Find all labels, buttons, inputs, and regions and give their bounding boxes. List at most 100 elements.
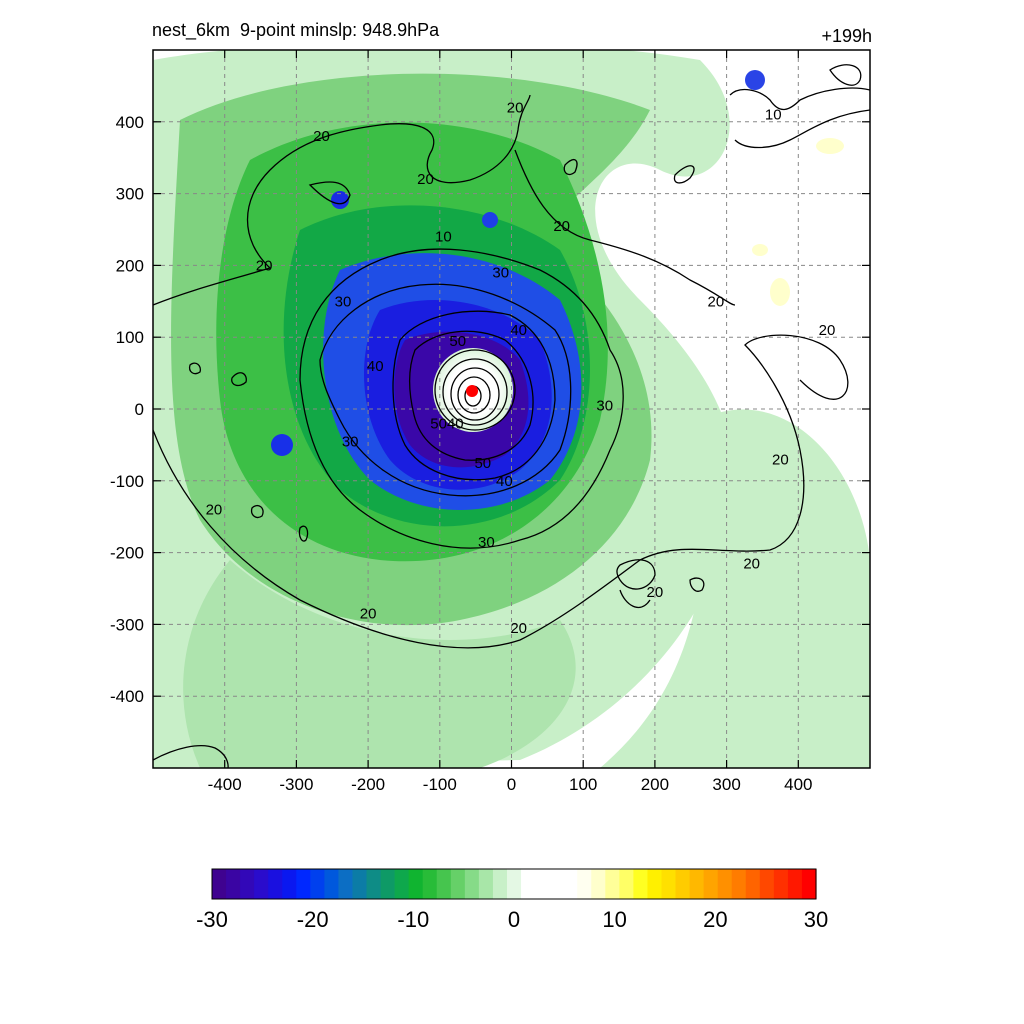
contour-label: 20 [360,606,377,623]
contour-label: 30 [492,265,509,282]
colorbar-swatch [408,869,424,899]
contour-label-text: 20 [772,451,789,468]
contour-label-text: 10 [765,107,782,124]
storm-center-marker [466,385,479,398]
colorbar-swatch [591,869,606,899]
colorbar-tick-label: -20 [297,907,329,932]
contour-label-text: 5040 [430,415,463,432]
contour-label: 30 [342,433,359,450]
contour-label: 20 [647,584,664,601]
colorbar-swatch [675,869,691,899]
colorbar-tick-label: -10 [397,907,429,932]
colorbar-tick-label: 30 [804,907,828,932]
colorbar-swatch [492,869,508,899]
contour-label-text: 20 [743,555,760,572]
colorbar-swatch [254,869,269,899]
contour-label: 20 [819,322,836,339]
colorbar-swatch [450,869,466,899]
contour-lines [153,64,870,768]
colorbar-swatch [605,869,620,899]
contour-label-text: 20 [507,99,524,116]
contour-label: 20 [743,555,760,572]
colorbar-swatch [689,869,705,899]
contour-label-text: 20 [256,257,273,274]
y-tick-label: -300 [110,615,144,634]
contour-label: 30 [335,293,352,310]
contour-label-text: 20 [647,584,664,601]
colorbar-swatch [577,869,592,899]
contour-label: 5040 [430,415,463,432]
contour-labels: 2020202010201020203030504040303050405040… [206,99,836,637]
y-tick-label: -100 [110,472,144,491]
contour-label: 20 [206,502,223,519]
contour-label: 20 [256,257,273,274]
x-tick-label: 100 [569,775,597,794]
colorbar-swatch [282,869,297,899]
contour-label-text: 40 [510,322,527,339]
contour-label-text: 20 [819,322,836,339]
colorbar-swatch [759,869,775,899]
contour-label: 20 [708,293,725,310]
y-tick-label: 300 [116,185,144,204]
contour-label-text: 30 [342,433,359,450]
colorbar-swatch [380,869,396,899]
colorbar-swatch [745,869,761,899]
contour-label-text: 10 [435,229,452,246]
contour-label: 10 [435,229,452,246]
axes: -400 -300 -200 -100 0 100 200 300 400-400-300-20… [110,50,870,794]
chart-title: nest_6km 9-point minslp: 948.9hPa [152,20,440,40]
contour-label-text: 30 [335,293,352,310]
colorbar-swatch [563,869,578,899]
colorbar-swatch [731,869,747,899]
contour-label-text: 20 [708,293,725,310]
contour-label: 20 [507,99,524,116]
contour-label: 20 [772,451,789,468]
contour-label-text: 50 [474,455,491,472]
y-tick-label: 400 [116,113,144,132]
colorbar-swatch [506,869,522,899]
x-tick-label: -200 [351,775,385,794]
colorbar-swatch [296,869,311,899]
contour-label: 20 [313,128,330,145]
contour-label-text: 30 [478,534,495,551]
contour-label: 40 [367,358,384,375]
colorbar-swatch [549,869,564,899]
colorbar-swatch [226,869,241,899]
contour-label-text: 30 [492,265,509,282]
x-tick-label: 200 [641,775,669,794]
x-tick-label: -100 [423,775,457,794]
contour-label: 30 [596,397,613,414]
contour-label: 30 [478,534,495,551]
contour-label-text: 20 [360,606,377,623]
colorbar-swatch [619,869,634,899]
colorbar-swatch [661,869,677,899]
colorbar-tick-label: 20 [703,907,727,932]
contour-label-text: 40 [367,358,384,375]
colorbar-swatch [338,869,354,899]
colorbar-swatch [773,869,789,899]
colorbar: -30 -20 -10 0 10 20 30 [196,868,828,932]
colorbar-swatch [717,869,733,899]
colorbar-swatch [394,869,410,899]
colorbar-swatch [535,869,550,899]
x-tick-label: -300 [279,775,313,794]
contour-label: 40 [496,473,513,490]
colorbar-swatch [633,869,649,899]
contour-label-text: 20 [417,171,434,188]
colorbar-frame [211,868,817,900]
contour-label-text: 50 [449,333,466,350]
colorbar-swatch [521,869,536,899]
colorbar-swatch [212,869,227,899]
y-tick-label: -200 [110,544,144,563]
x-tick-label: 400 [784,775,812,794]
contour-label-text: 20 [206,502,223,519]
colorbar-tick-label: -30 [196,907,228,932]
contour-label: 20 [417,171,434,188]
x-tick-label: 300 [712,775,740,794]
colorbar-swatch [703,869,719,899]
y-tick-label: -400 [110,687,144,706]
x-tick-label: -400 [208,775,242,794]
contour-label-text: 40 [496,473,513,490]
colorbar-swatch [310,869,325,899]
